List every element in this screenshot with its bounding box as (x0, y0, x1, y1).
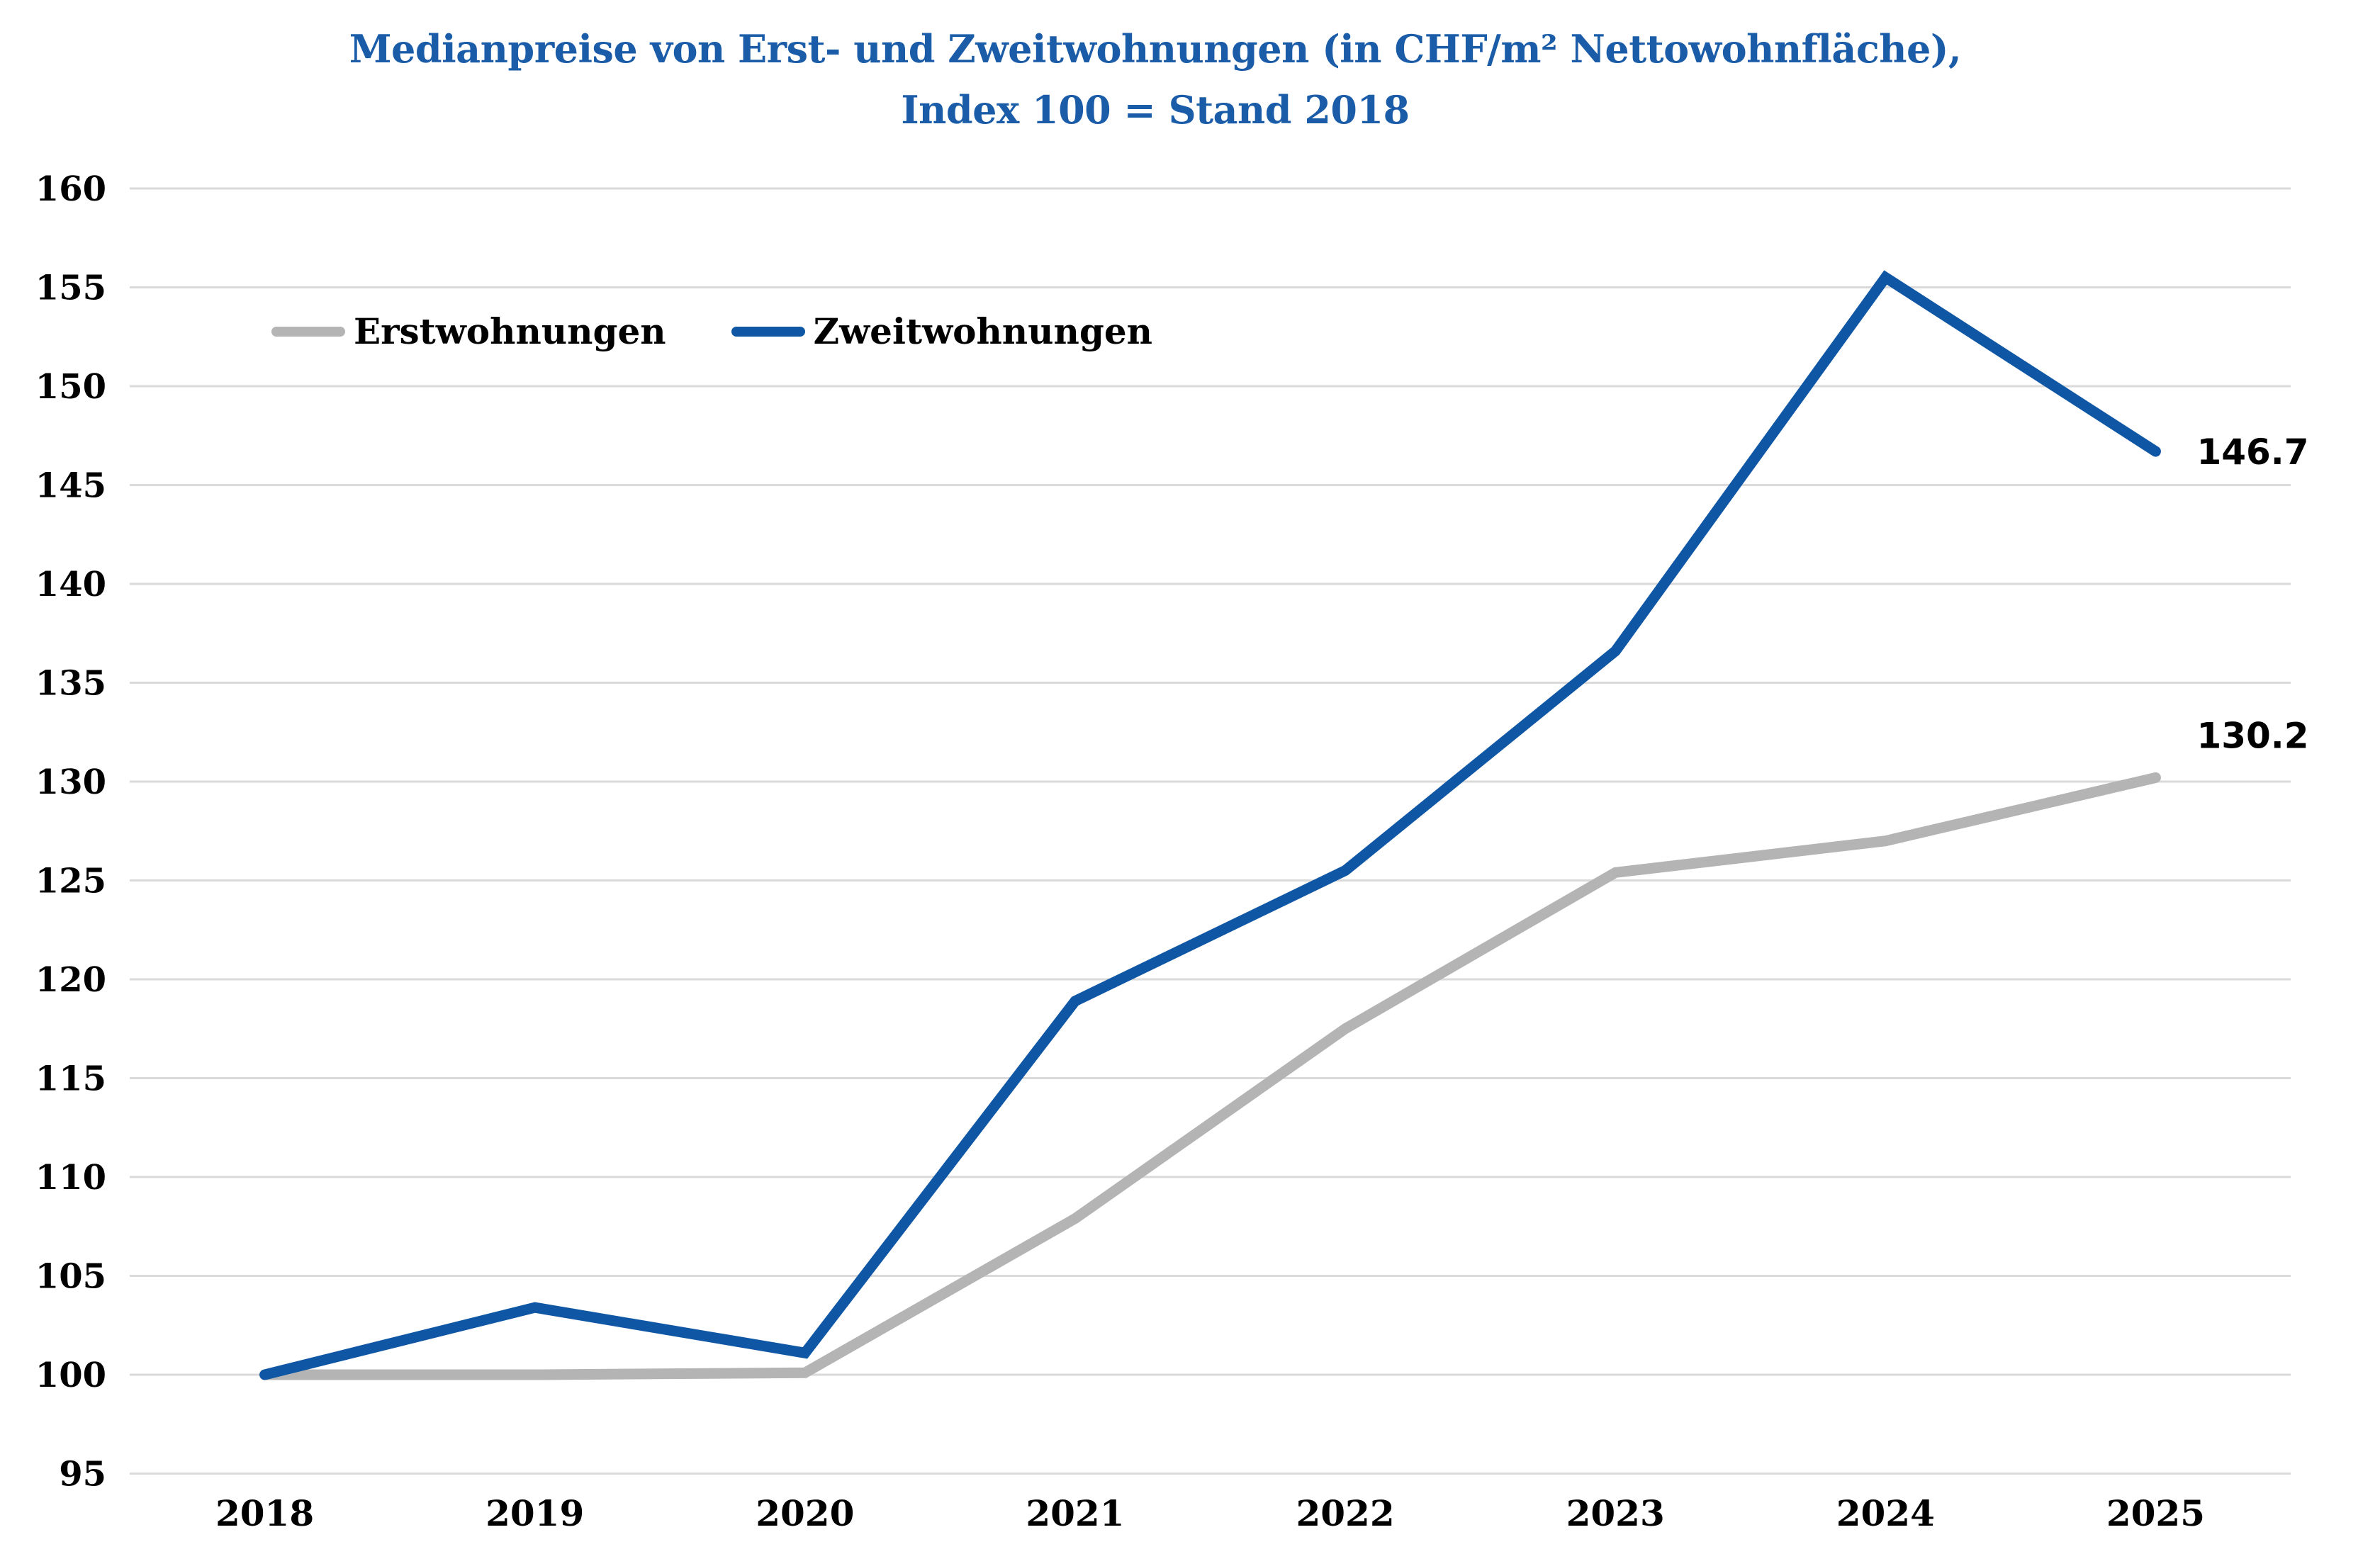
series-line-erstwohnungen (259, 772, 2161, 1380)
x-tick-label: 2018 (215, 1492, 314, 1534)
x-tick-label: 2023 (1566, 1492, 1665, 1534)
y-tick-label: 110 (35, 1158, 106, 1198)
y-tick-label: 120 (35, 960, 106, 1000)
y-tick-label: 115 (35, 1059, 106, 1099)
legend-item-erstwohnungen: Erstwohnungen (271, 310, 666, 352)
series-line-zweitwohnungen (259, 270, 2161, 1380)
data-label-zweitwohnungen: 146.7 (2196, 432, 2308, 473)
chart-title: Medianpreise von Erst- und Zweitwohnunge… (0, 18, 2311, 141)
y-tick-label: 130 (35, 762, 106, 802)
chart-title-line1: Medianpreise von Erst- und Zweitwohnunge… (349, 26, 1962, 72)
y-tick-label: 160 (35, 169, 106, 209)
legend-label-zweitwohnungen: Zweitwohnungen (813, 310, 1152, 352)
erstwohnungen-line-swatch (271, 326, 345, 337)
y-tick-label: 95 (59, 1455, 106, 1494)
legend-item-zweitwohnungen: Zweitwohnungen (731, 310, 1152, 352)
legend-label-erstwohnungen: Erstwohnungen (354, 310, 666, 352)
data-label-erstwohnungen: 130.2 (2196, 715, 2308, 756)
chart-title-line2: Index 100 = Stand 2018 (901, 87, 1410, 133)
y-tick-label: 140 (35, 565, 106, 604)
y-tick-label: 135 (35, 664, 106, 704)
x-tick-label: 2019 (485, 1492, 584, 1534)
x-tick-label: 2021 (1026, 1492, 1124, 1534)
legend: Erstwohnungen Zweitwohnungen (271, 310, 1152, 352)
x-tick-label: 2020 (756, 1492, 854, 1534)
x-tick-label: 2025 (2106, 1492, 2205, 1534)
y-tick-label: 105 (35, 1257, 106, 1297)
zweitwohnungen-line-swatch (731, 326, 805, 337)
x-tick-label: 2022 (1296, 1492, 1394, 1534)
x-tick-label: 2024 (1836, 1492, 1935, 1534)
y-tick-label: 145 (35, 466, 106, 506)
y-tick-label: 125 (35, 862, 106, 901)
y-tick-label: 100 (35, 1356, 106, 1395)
y-tick-label: 150 (35, 367, 106, 407)
y-tick-label: 155 (35, 269, 106, 308)
